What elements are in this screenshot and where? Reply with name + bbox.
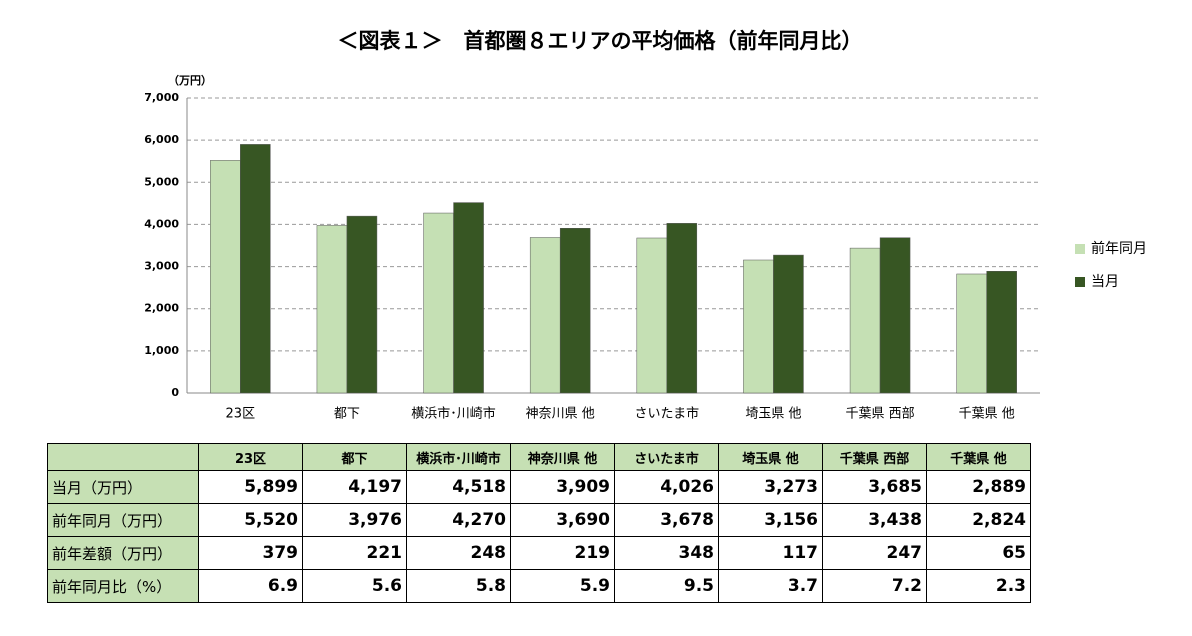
chart: ＜図表１＞ 首都圏８エリアの平均価格（前年同月比） （万円） 0 1,000 2,0… [144,29,1147,422]
table-cell: 221 [302,536,407,570]
x-tick-label: 横浜市･川崎市 [411,406,496,422]
table-cell: 5,899 [198,470,303,504]
table-cell: 3,438 [822,503,927,537]
bar [529,237,561,394]
header-cell: さいたま市 [614,443,719,471]
table-cell: 3,909 [510,470,615,504]
table-cell: 6.9 [198,569,303,603]
table-cell: 3.7 [718,569,823,603]
table-cell: 248 [406,536,511,570]
table-cell: 5,520 [198,503,303,537]
row-label: 前年差額（万円） [47,536,199,570]
data-table: 23区 都下 横浜市･川崎市 神奈川県 他さいたま市 埼玉県 他千葉県 西部 千葉県 他当… [47,443,1031,603]
x-tick-label: 千葉県 他 [959,407,1015,422]
y-tick-label: 1,000 [144,344,179,357]
header-corner [47,443,199,471]
bar [423,212,454,394]
bar [210,160,241,394]
table-cell: 4,197 [302,470,407,504]
header-cell: 都下 [302,443,407,471]
header-cell: 埼玉県 他 [718,443,823,471]
x-tick-label: 23区 [226,407,256,422]
table-cell: 5.8 [406,569,511,603]
y-tick-label: 5,000 [144,175,179,188]
bar [773,254,804,394]
y-tick-label: 6,000 [144,133,179,146]
table-cell: 3,678 [614,503,719,537]
bar [346,215,378,394]
header-cell: 神奈川県 他 [510,443,615,471]
y-tick-label: 4,000 [144,217,179,230]
table-cell: 2.3 [926,569,1031,603]
table-cell: 348 [614,536,719,570]
table-row: 前年同月（万円） 5,520 3,976 4,270 3,690 3,678 3,156 3,… [47,503,1031,537]
chart-title: ＜図表１＞ 首都圏８エリアの平均価格（前年同月比） [338,29,863,53]
table-cell: 3,156 [718,503,823,537]
bar [666,223,698,394]
y-tick-label: 0 [171,386,179,399]
table-cell: 117 [718,536,823,570]
table-cell: 65 [926,536,1031,570]
table-cell: 4,518 [406,470,511,504]
bar [636,237,668,394]
table-cell: 5.9 [510,569,615,603]
table-cell: 2,889 [926,470,1031,504]
table-row: 当月（万円） 5,899 4,197 4,518 3,909 4,026 3,273 3,68… [47,470,1031,504]
bar [240,144,271,394]
x-tick-label: 都下 [334,407,360,422]
bar [453,202,484,394]
bar [986,270,1017,394]
bar [956,273,987,394]
table-cell: 4,026 [614,470,719,504]
table-cell: 3,976 [302,503,407,537]
y-unit: （万円） [168,74,212,87]
table-cell: 219 [510,536,615,570]
row-label: 前年同月（万円） [47,503,199,537]
table-cell: 2,824 [926,503,1031,537]
header-cell: 千葉県 他 [926,443,1031,471]
y-tick-label: 2,000 [144,302,179,315]
legend-swatch [1075,277,1085,287]
bar [559,228,591,394]
header-cell: 横浜市･川崎市 [406,443,511,471]
x-tick-label: 埼玉県 他 [745,407,801,422]
bar [316,225,348,394]
table-cell: 7.2 [822,569,927,603]
y-tick-label: 7,000 [144,91,179,104]
table-cell: 3,685 [822,470,927,504]
legend-swatch [1075,244,1085,254]
table-cell: 3,273 [718,470,823,504]
table-header-row: 23区 都下 横浜市･川崎市 神奈川県 他さいたま市 埼玉県 他千葉県 西部 千葉県 他 [47,443,1031,471]
table-cell: 3,690 [510,503,615,537]
bar [743,259,774,394]
table-row: 前年差額（万円） 379 221 248 219 348 117 247 65 [47,536,1031,570]
bar [879,237,911,394]
header-cell: 23区 [198,443,303,471]
table-cell: 5.6 [302,569,407,603]
table-cell: 4,270 [406,503,511,537]
y-tick-label: 3,000 [144,260,179,273]
table-cell: 9.5 [614,569,719,603]
table-cell: 247 [822,536,927,570]
x-tick-label: 神奈川県 他 [526,407,595,422]
bar [849,247,881,394]
row-label: 当月（万円） [47,470,199,504]
table-cell: 379 [198,536,303,570]
legend-label: 前年同月 [1091,240,1147,257]
row-label: 前年同月比（%） [47,569,199,603]
header-cell: 千葉県 西部 [822,443,927,471]
table-row: 前年同月比（%） 6.9 5.6 5.8 5.9 9.5 3.7 7.2 2.3 [47,569,1031,603]
legend-label: 当月 [1091,274,1119,290]
x-tick-label: さいたま市 [635,406,700,422]
x-tick-label: 千葉県 西部 [845,407,914,422]
